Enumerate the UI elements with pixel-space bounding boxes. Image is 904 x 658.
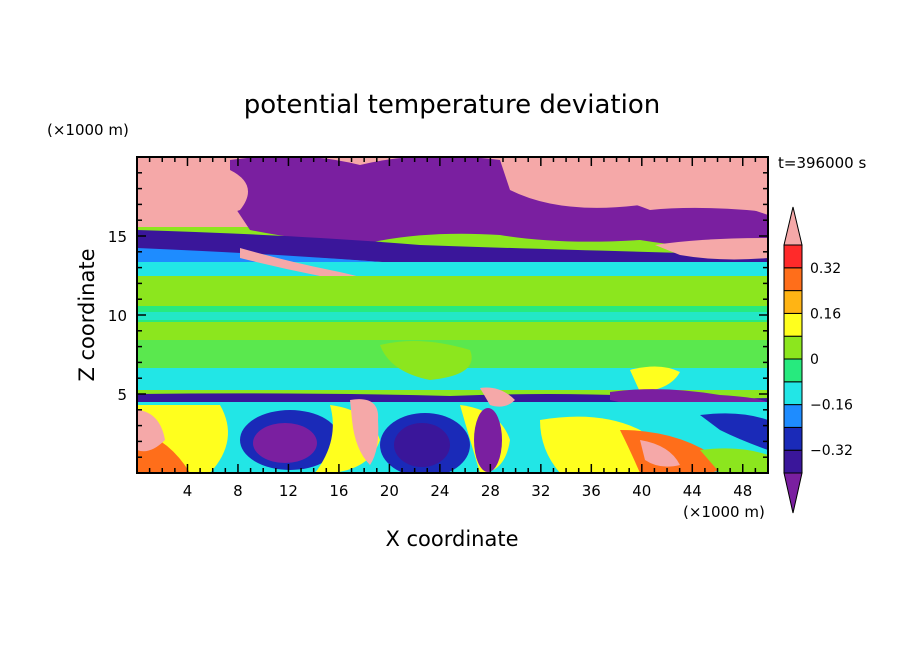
y-axis-ticks: 5 10 15 (108, 172, 768, 458)
colorbar-box (783, 404, 803, 428)
chart-title: potential temperature deviation (244, 90, 660, 120)
colorbar-box (783, 312, 803, 337)
y-tick-label: 15 (108, 228, 127, 246)
colorbar-box (783, 267, 803, 292)
x-tick-label: 28 (481, 482, 500, 500)
colorbar-box (783, 381, 803, 406)
x-tick-label: 8 (233, 482, 243, 500)
colorbar-extend-top (783, 206, 803, 246)
colorbar-box (783, 290, 803, 314)
colorbar-label: 0 (810, 352, 819, 368)
mid-yellow-patch (630, 366, 680, 392)
colorbar-extend-bottom (783, 472, 803, 514)
x-tick-label: 20 (380, 482, 399, 500)
pink-streak-right (655, 238, 768, 260)
x-tick-label: 24 (430, 482, 449, 500)
lower-purple-eddy-2 (394, 423, 450, 467)
lower-pink-mid (350, 399, 379, 465)
lower-green-right (700, 448, 768, 473)
lower-pink-right (640, 440, 680, 467)
y-tick-label: 5 (117, 386, 127, 404)
x-tick-label: 32 (531, 482, 550, 500)
colorbar-label: −0.32 (810, 443, 853, 459)
colorbar: 0.32 0.16 0 −0.16 −0.32 (783, 206, 853, 514)
mid-cyan-lower (137, 368, 768, 390)
pink-streak-left (240, 248, 380, 285)
time-label: t=396000 s (778, 154, 866, 172)
x-tick-label: 12 (279, 482, 298, 500)
upper-dark-band (137, 230, 768, 272)
lower-purple-eddy-1 (253, 423, 317, 463)
colorbar-box (783, 244, 803, 269)
x-tick-label: 4 (183, 482, 193, 500)
x-tick-label: 44 (683, 482, 702, 500)
colorbar-label: 0.32 (810, 261, 841, 277)
mid-green-patch (380, 341, 472, 380)
colorbar-box (783, 426, 803, 451)
lower-blue-right (700, 413, 768, 450)
x-tick-label: 16 (329, 482, 348, 500)
x-tick-label: 48 (733, 482, 752, 500)
upper-pink-right (510, 158, 768, 212)
colorbar-box (783, 358, 803, 383)
mid-cyan-band (137, 312, 768, 320)
upper-purple-mass (230, 157, 768, 249)
x-axis-ticks: 4 8 12 16 20 24 28 32 36 40 44 48 (148, 157, 757, 500)
y-tick-label: 10 (108, 307, 127, 325)
lower-pink-left (137, 410, 165, 452)
x-unit-label: (×1000 m) (683, 503, 765, 521)
x-tick-label: 40 (632, 482, 651, 500)
lower-orange-right (620, 430, 723, 473)
x-axis-label: X coordinate (385, 527, 518, 551)
plot-field (137, 157, 768, 473)
x-tick-label: 36 (582, 482, 601, 500)
lower-pink-3 (480, 387, 515, 407)
mid-green-band (137, 276, 768, 306)
lower-purple-eddy-3 (474, 408, 502, 472)
upper-cyan-band (137, 262, 768, 276)
upper-pink-left (137, 165, 248, 222)
y-axis-label: Z coordinate (75, 248, 99, 381)
colorbar-label: −0.16 (810, 398, 853, 414)
colorbar-label: 0.16 (810, 306, 841, 322)
colorbar-box (783, 335, 803, 360)
y-unit-label: (×1000 m) (47, 121, 129, 139)
colorbar-box (783, 449, 803, 474)
